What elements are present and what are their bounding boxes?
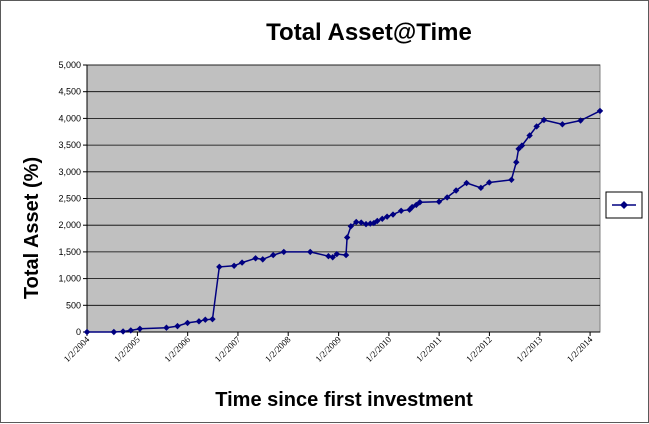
x-axis: 1/2/2004 1/2/2005 1/2/2006 1/2/2007 1/2/2008… bbox=[62, 331, 600, 364]
data-point bbox=[238, 259, 246, 266]
y-tick-label: 1,500 bbox=[58, 247, 81, 257]
data-point bbox=[347, 223, 355, 230]
data-point bbox=[416, 199, 424, 206]
legend bbox=[605, 191, 643, 219]
y-tick-label: 2,000 bbox=[58, 220, 81, 230]
data-point bbox=[307, 248, 314, 256]
data-point bbox=[452, 187, 460, 194]
data-point bbox=[477, 184, 485, 192]
legend-marker bbox=[620, 201, 628, 209]
x-tick-label: 1/2/2004 bbox=[62, 334, 92, 364]
data-point bbox=[508, 176, 515, 184]
data-point bbox=[486, 179, 493, 186]
data-point bbox=[216, 263, 223, 271]
x-tick-label: 1/2/2005 bbox=[112, 334, 142, 364]
data-point bbox=[379, 215, 386, 222]
data-point bbox=[389, 211, 397, 218]
chart-title: Total Asset@Time bbox=[266, 19, 472, 46]
data-point bbox=[397, 207, 405, 214]
data-point bbox=[325, 252, 332, 260]
data-point bbox=[329, 254, 336, 261]
data-point bbox=[533, 123, 540, 130]
data-point bbox=[269, 251, 277, 259]
data-point bbox=[463, 179, 470, 187]
y-tick-label: 5,000 bbox=[58, 60, 81, 70]
data-point bbox=[596, 107, 604, 115]
data-point bbox=[577, 117, 584, 124]
y-tick-label: 1,000 bbox=[58, 274, 81, 284]
data-point bbox=[252, 255, 259, 262]
data-point bbox=[280, 248, 287, 256]
data-point bbox=[513, 158, 520, 166]
data-point bbox=[540, 116, 548, 124]
data-point bbox=[259, 256, 266, 263]
y-tick-label: 2,500 bbox=[58, 194, 81, 204]
data-point bbox=[333, 250, 341, 258]
data-point bbox=[443, 194, 451, 201]
data-point bbox=[163, 324, 170, 331]
x-tick-label: 1/2/2009 bbox=[313, 334, 343, 364]
gridlines bbox=[87, 64, 600, 306]
data-point bbox=[374, 217, 381, 225]
data-point bbox=[435, 198, 443, 205]
data-point bbox=[110, 328, 118, 336]
x-tick-label: 1/2/2012 bbox=[464, 334, 494, 364]
data-point bbox=[353, 218, 360, 226]
x-tick-label: 1/2/2010 bbox=[364, 334, 394, 364]
data-point bbox=[515, 145, 522, 153]
data-point bbox=[184, 319, 191, 327]
data-point bbox=[174, 322, 181, 330]
x-tick-label: 1/2/2014 bbox=[565, 334, 595, 364]
y-tick-label: 500 bbox=[66, 300, 81, 310]
data-point bbox=[209, 315, 216, 323]
data-point bbox=[83, 328, 91, 336]
data-point bbox=[202, 316, 209, 323]
data-point bbox=[127, 327, 134, 334]
x-tick-label: 1/2/2006 bbox=[162, 334, 192, 364]
y-axis-title: Total Asset (%) bbox=[21, 157, 43, 299]
data-point bbox=[518, 142, 526, 149]
x-axis-title: Time since first investment bbox=[215, 389, 473, 411]
data-point bbox=[559, 121, 566, 128]
x-tick-label: 1/2/2011 bbox=[414, 334, 443, 363]
data-point bbox=[526, 132, 533, 139]
y-tick-label: 4,500 bbox=[58, 87, 81, 97]
x-tick-label: 1/2/2007 bbox=[213, 334, 243, 364]
data-point bbox=[343, 234, 351, 241]
data-point bbox=[119, 328, 127, 335]
data-point bbox=[195, 318, 203, 325]
data-point bbox=[357, 219, 365, 226]
data-point bbox=[230, 262, 238, 269]
y-tick-label: 0 bbox=[76, 327, 81, 337]
y-tick-label: 3,500 bbox=[58, 140, 81, 150]
y-axis: 0 500 1,000 1,500 2,000 2,500 3,000 3,500 4,000 4… bbox=[58, 60, 88, 337]
y-tick-label: 3,000 bbox=[58, 167, 81, 177]
data-point bbox=[136, 325, 144, 332]
data-point bbox=[342, 251, 350, 259]
x-tick-label: 1/2/2008 bbox=[263, 334, 293, 364]
data-point bbox=[362, 220, 370, 228]
data-point bbox=[383, 213, 391, 220]
x-tick-label: 1/2/2013 bbox=[515, 334, 545, 364]
y-tick-label: 4,000 bbox=[58, 113, 81, 123]
series-markers bbox=[83, 107, 604, 336]
